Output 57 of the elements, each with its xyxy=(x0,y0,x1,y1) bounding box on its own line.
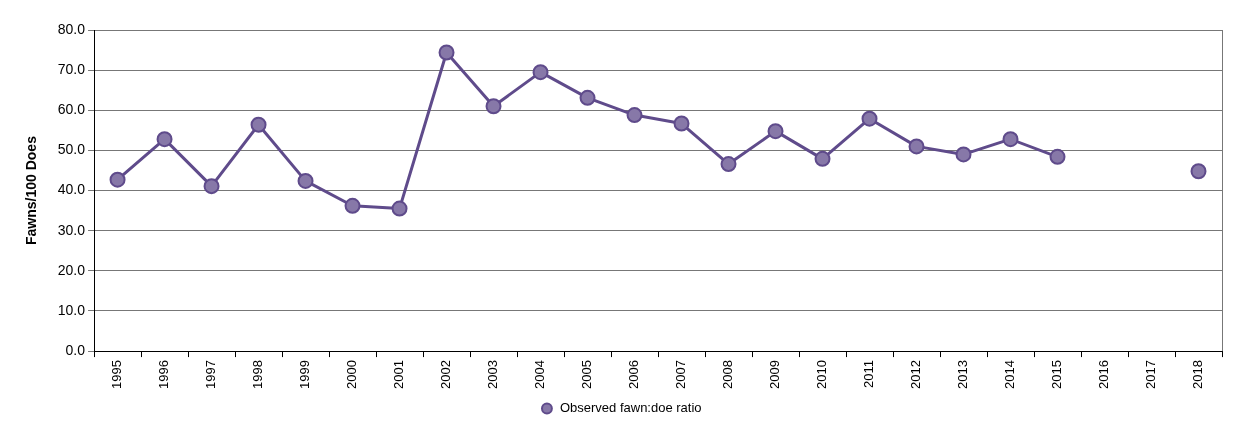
point xyxy=(156,131,173,148)
y-tick-label: 30.0 xyxy=(57,221,86,238)
x-tick-label: 2000 xyxy=(344,360,360,389)
y-tick-label: 50.0 xyxy=(57,141,86,158)
x-tick-label: 2016 xyxy=(1096,360,1112,389)
x-tick-label: 2004 xyxy=(532,360,548,389)
point xyxy=(1190,163,1207,180)
x-tick-label: 2015 xyxy=(1049,360,1065,389)
x-tick-label: 2001 xyxy=(391,360,407,389)
x-tick-label: 2003 xyxy=(485,360,501,389)
y-tick-label: 70.0 xyxy=(57,60,86,77)
x-tick-label: 2006 xyxy=(626,360,642,389)
x-tick-label: 1996 xyxy=(156,360,172,389)
x-tick-label: 2008 xyxy=(720,360,736,389)
x-tick-label: 2018 xyxy=(1190,360,1206,389)
x-tick-label: 2011 xyxy=(861,360,877,389)
point xyxy=(1049,148,1066,165)
point xyxy=(720,156,737,173)
x-tick-label: 1997 xyxy=(203,360,219,389)
point xyxy=(1002,131,1019,148)
point xyxy=(579,89,596,106)
point xyxy=(861,110,878,127)
x-tick-label: 2009 xyxy=(767,360,783,389)
x-tick-label: 1999 xyxy=(297,360,313,389)
point xyxy=(673,115,690,132)
point xyxy=(344,197,361,214)
point xyxy=(203,178,220,195)
point xyxy=(485,98,502,115)
point xyxy=(109,171,126,188)
y-tick-label: 60.0 xyxy=(57,101,86,118)
point xyxy=(532,64,549,81)
point xyxy=(814,150,831,167)
point xyxy=(955,146,972,163)
x-tick-label: 2002 xyxy=(438,360,454,389)
point xyxy=(391,200,408,217)
point xyxy=(297,172,314,189)
x-tick-label: 2014 xyxy=(1002,360,1018,389)
x-tick-label: 2005 xyxy=(579,360,595,389)
x-tick-label: 2010 xyxy=(814,360,830,389)
legend-label: Observed fawn:doe ratio xyxy=(559,400,702,416)
y-tick-label: 40.0 xyxy=(57,181,86,198)
x-tick-label: 2013 xyxy=(955,360,971,389)
y-tick-label: 10.0 xyxy=(57,301,86,318)
point xyxy=(438,44,455,61)
x-tick-label: 2012 xyxy=(908,360,924,389)
y-axis-title: Fawns/100 Does xyxy=(23,135,40,246)
point xyxy=(767,123,784,140)
point xyxy=(908,138,925,155)
point xyxy=(626,107,643,124)
y-tick-label: 20.0 xyxy=(57,261,86,278)
x-tick-label: 2017 xyxy=(1143,360,1159,389)
y-tick-label: 0.0 xyxy=(65,341,86,358)
y-tick-label: 80.0 xyxy=(57,20,86,37)
x-tick-label: 1998 xyxy=(250,360,266,389)
x-tick-label: 1995 xyxy=(109,360,125,389)
point xyxy=(250,116,267,133)
x-tick-label: 2007 xyxy=(673,360,689,389)
